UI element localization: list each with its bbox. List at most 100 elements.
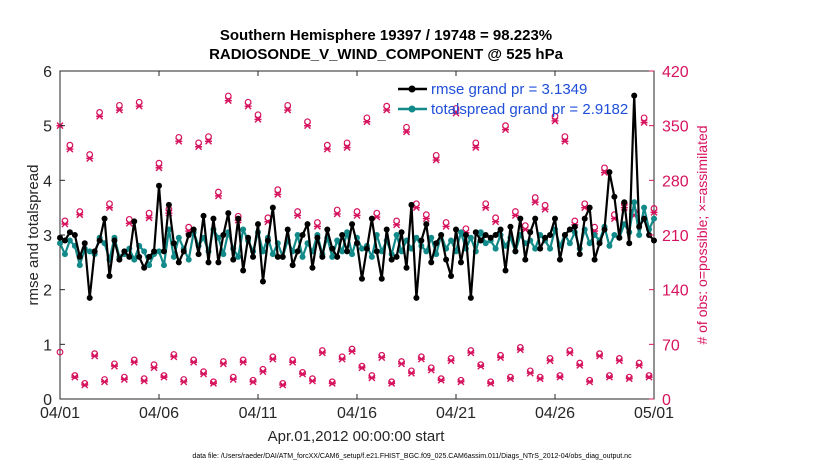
rmse-point [393,253,400,260]
chart-title-line1: Southern Hemisphere 19397 / 19748 = 98.2… [220,27,552,44]
rmse-point [304,221,311,228]
obs-assimilated-point [115,106,123,114]
obs-assimilated-point [526,369,534,377]
obs-assimilated-point [259,368,267,376]
rmse-point [532,215,539,222]
obs-assimilated-point [640,119,648,127]
rmse-point [448,273,455,279]
obs-assimilated-point [175,137,183,145]
obs-possible-point [71,372,79,379]
obs-assimilated-point [249,378,257,386]
obs-possible-point [432,151,440,159]
totalspread-point [492,245,499,252]
obs-assimilated-point [403,128,410,136]
rmse-point [641,215,648,222]
rmse-point [527,229,534,236]
obs-assimilated-point [442,222,450,230]
obs-assimilated-point [383,106,391,114]
rmse-point [344,248,351,255]
rmse-point [151,248,158,255]
y-tick-label: 1 [43,337,52,354]
obs-possible-point [195,139,203,147]
obs-assimilated-point [467,349,475,357]
totalspread-point [141,248,148,255]
rmse-point [126,253,133,260]
obs-assimilated-point [556,373,564,381]
rmse-point [255,221,261,228]
obs-assimilated-point [551,117,559,125]
obs-assimilated-point [378,354,386,362]
obs-assimilated-point [407,369,415,377]
totalspread-point [240,226,247,233]
rmse-point [472,229,479,236]
y-right-tick-label: 420 [662,64,689,81]
obs-possible-point [452,105,460,112]
obs-assimilated-point [492,218,500,226]
rmse-point [250,253,257,260]
obs-assimilated-point [487,379,495,387]
totalspread-point [131,256,138,263]
obs-assimilated-point [86,154,94,162]
rmse-point [467,294,474,301]
obs-possible-point [254,111,262,119]
rmse-point [487,234,494,241]
rmse-point [556,256,563,263]
obs-possible-point [531,194,539,201]
obs-possible-point [477,361,485,369]
legend-rmse-label: rmse grand pr = 3.1349 [431,81,587,98]
rmse-point [230,256,237,263]
rmse-point [225,210,232,217]
legend-rmse-marker [408,85,416,93]
rmse-point [636,223,643,230]
rmse-point [482,232,489,238]
y-tick-label: 3 [43,228,52,245]
rmse-point [111,237,118,244]
obs-assimilated-point [635,361,643,369]
rmse-point [96,237,103,244]
obs-possible-point [625,373,633,381]
rmse-point [517,215,524,222]
totalspread-point [606,242,613,249]
rmse-point [324,226,331,233]
obs-assimilated-point [135,102,143,110]
obs-possible-point [333,206,341,214]
rmse-point [121,248,128,255]
totalspread-point [502,242,509,249]
obs-possible-point [437,375,445,383]
rmse-point [284,226,291,233]
totalspread-point [641,204,648,211]
rmse-point [363,245,370,252]
obs-assimilated-point [66,145,74,153]
obs-assimilated-point [536,375,544,383]
obs-assimilated-point [502,126,509,134]
obs-possible-point [175,133,183,141]
totalspread-point [611,232,618,238]
rmse-point [116,256,123,263]
totalspread-point [358,245,365,252]
obs-possible-point [224,92,232,100]
totalspread-point [66,237,73,244]
obs-assimilated-point [110,362,118,370]
totalspread-point [146,262,153,269]
rmse-point [279,253,286,260]
x-tick-label: 04/06 [139,405,179,422]
totalspread-point [586,240,593,247]
obs-possible-point [388,378,396,386]
obs-assimilated-point [422,215,430,223]
rmse-point [215,259,222,266]
obs-assimilated-point [304,122,311,130]
rmse-point [220,232,227,238]
obs-possible-point [160,372,168,379]
totalspread-point [294,232,301,238]
rmse-point [403,264,410,271]
rmse-point [373,248,380,255]
obs-possible-point [86,151,94,158]
rmse-point [195,251,202,258]
rmse-point [309,264,316,271]
totalspread-point [393,232,400,238]
obs-assimilated-point [531,198,539,206]
totalspread-point [299,253,306,260]
rmse-point [537,245,544,252]
obs-assimilated-point [229,375,237,383]
